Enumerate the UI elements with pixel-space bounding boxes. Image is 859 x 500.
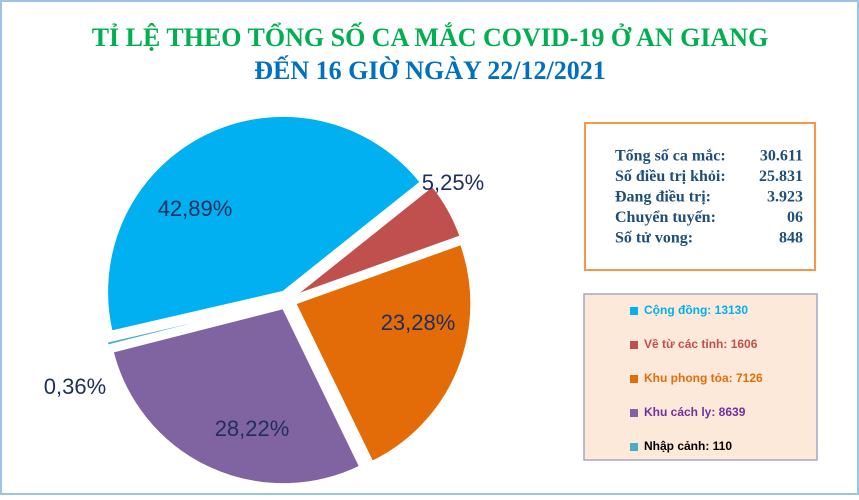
info-value: 06 [787, 209, 803, 226]
legend-label: Về từ các tỉnh: 1606 [644, 337, 758, 351]
info-value: 848 [779, 230, 803, 247]
info-box [584, 122, 816, 271]
legend-label: Nhập cảnh: 110 [644, 439, 732, 453]
info-label: Chuyển tuyến: [615, 209, 716, 226]
legend-swatch [630, 409, 638, 417]
info-value: 30.611 [760, 148, 803, 165]
legend-label: Khu cách ly: 8639 [644, 405, 746, 419]
legend-swatch [630, 307, 638, 315]
pie-slice [293, 242, 473, 464]
pie-slice [106, 114, 423, 333]
info-label: Đang điều trị: [615, 189, 711, 206]
data-label: 23,28% [381, 310, 456, 335]
pie-slice [111, 306, 362, 486]
data-label: 0,36% [44, 374, 106, 399]
pie-slice [294, 184, 462, 297]
legend-swatch [630, 443, 638, 451]
legend-box [583, 293, 818, 461]
data-label: 28,22% [215, 416, 290, 441]
info-label: Số tử vong: [615, 230, 693, 247]
pie-slice [105, 301, 279, 347]
legend-label: Cộng đồng: 13130 [644, 303, 748, 317]
legend-swatch [630, 341, 638, 349]
chart-subtitle: ĐẾN 16 GIỜ NGÀY 22/12/2021 [254, 56, 606, 85]
legend-swatch [630, 375, 638, 383]
info-value: 3.923 [767, 189, 803, 206]
data-label: 5,25% [422, 170, 484, 195]
info-value: 25.831 [759, 168, 803, 185]
data-label: 42,89% [158, 196, 233, 221]
info-label: Số điều trị khỏi: [615, 168, 726, 185]
chart-title: TỈ LỆ THEO TỔNG SỐ CA MẮC COVID-19 Ở AN … [92, 23, 769, 52]
info-label: Tổng số ca mắc: [615, 148, 726, 165]
legend-label: Khu phong tỏa: 7126 [644, 371, 763, 385]
